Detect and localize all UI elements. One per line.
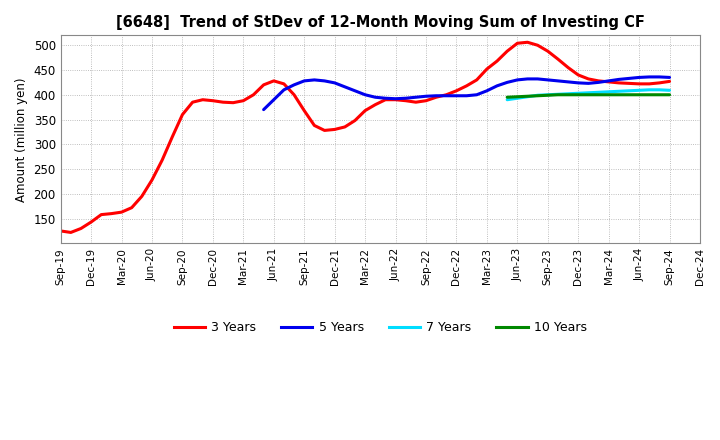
7 Years [645,87,654,92]
10 Years [604,92,613,97]
5 Years [534,76,542,81]
10 Years [574,92,582,97]
3 Years [279,81,288,87]
10 Years [584,92,593,97]
7 Years [503,97,511,103]
7 Years [584,90,593,95]
7 Years [554,92,562,97]
5 Years [503,80,511,85]
7 Years [534,92,542,98]
5 Years [381,95,390,101]
5 Years [371,95,379,100]
5 Years [289,82,298,88]
10 Years [513,94,522,99]
3 Years [665,79,674,84]
5 Years [300,78,309,84]
7 Years [625,88,634,93]
10 Years [625,92,634,97]
5 Years [645,74,654,80]
5 Years [554,78,562,84]
10 Years [594,92,603,97]
5 Years [452,93,461,99]
5 Years [330,80,339,85]
3 Years [56,228,65,234]
7 Years [665,88,674,93]
5 Years [544,77,552,83]
10 Years [564,92,572,97]
5 Years [391,96,400,101]
Line: 3 Years: 3 Years [60,42,670,232]
7 Years [564,91,572,96]
5 Years [462,93,471,99]
Title: [6648]  Trend of StDev of 12-Month Moving Sum of Investing CF: [6648] Trend of StDev of 12-Month Moving… [116,15,645,30]
7 Years [614,88,623,94]
5 Years [279,87,288,92]
Line: 7 Years: 7 Years [507,90,670,100]
7 Years [544,92,552,97]
3 Years [209,98,217,103]
5 Years [422,94,431,99]
Line: 5 Years: 5 Years [264,77,670,110]
10 Years [614,92,623,97]
10 Years [503,95,511,100]
5 Years [269,97,278,103]
5 Years [655,74,664,80]
5 Years [594,80,603,85]
5 Years [310,77,319,83]
10 Years [635,92,644,97]
5 Years [492,83,501,88]
Y-axis label: Amount (million yen): Amount (million yen) [15,77,28,202]
10 Years [645,92,654,97]
3 Years [188,99,197,105]
7 Years [513,95,522,101]
3 Years [391,97,400,103]
10 Years [534,93,542,99]
5 Years [412,95,420,100]
5 Years [584,81,593,86]
7 Years [523,94,532,99]
7 Years [594,90,603,95]
5 Years [351,88,359,93]
5 Years [320,78,329,84]
10 Years [665,92,674,97]
3 Years [604,79,613,84]
3 Years [523,40,532,45]
5 Years [259,107,268,112]
5 Years [665,75,674,80]
5 Years [361,92,369,97]
5 Years [604,78,613,84]
5 Years [482,88,491,93]
10 Years [655,92,664,97]
5 Years [614,77,623,82]
10 Years [523,94,532,99]
5 Years [341,84,349,89]
Line: 10 Years: 10 Years [507,95,670,97]
Legend: 3 Years, 5 Years, 7 Years, 10 Years: 3 Years, 5 Years, 7 Years, 10 Years [168,316,592,339]
5 Years [574,80,582,85]
5 Years [635,75,644,80]
5 Years [432,93,441,99]
5 Years [472,92,481,97]
5 Years [401,95,410,101]
3 Years [432,95,441,100]
7 Years [655,87,664,92]
5 Years [625,76,634,81]
7 Years [604,89,613,95]
5 Years [513,77,522,83]
10 Years [554,92,562,97]
3 Years [66,230,75,235]
5 Years [523,76,532,81]
5 Years [442,93,451,99]
10 Years [544,92,552,98]
7 Years [574,91,582,96]
5 Years [564,79,572,84]
7 Years [635,88,644,93]
